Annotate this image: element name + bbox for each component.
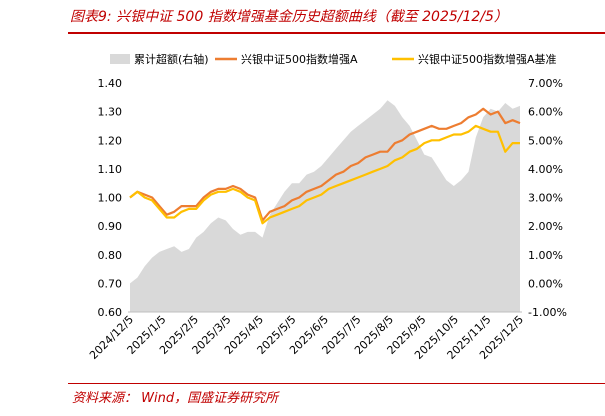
y-right-tick-label: 0.00%	[528, 277, 563, 290]
legend-label: 累计超额(右轴)	[134, 52, 209, 66]
y-left-tick-label: 0.80	[98, 249, 123, 262]
x-tick-label: 2024/12/5	[87, 313, 136, 362]
figure-title: 图表9: 兴银中证 500 指数增强基金历史超额曲线（截至 2025/12/5）	[70, 9, 508, 25]
y-left-tick-label: 1.40	[98, 77, 123, 90]
legend: 累计超额(右轴) 兴银中证500指数增强A 兴银中证500指数增强A基准	[110, 52, 557, 66]
y-left-tick-label: 0.90	[98, 220, 123, 233]
y-right-tick-label: 5.00%	[528, 134, 563, 147]
line-fund-a-benchmark	[129, 124, 520, 225]
y-left-tick-label: 1.20	[98, 134, 123, 147]
chart: 累计超额(右轴) 兴银中证500指数增强A 兴银中证500指数增强A基准 0.60 0…	[87, 52, 567, 362]
y-right-tick-label: 3.00%	[528, 192, 563, 205]
y-left-tick-label: 0.70	[98, 277, 123, 290]
y-left-tick-label: 1.10	[98, 163, 123, 176]
line-fund-a	[129, 107, 521, 222]
y-right-tick-label: 7.00%	[528, 77, 563, 90]
legend-label: 兴银中证500指数增强A基准	[418, 52, 557, 66]
legend-label: 兴银中证500指数增强A	[241, 52, 358, 66]
y-right-tick-label: 4.00%	[528, 163, 563, 176]
area-cumulative-excess	[130, 100, 520, 312]
title-rule	[68, 32, 605, 34]
y-right-tick-label: 6.00%	[528, 106, 563, 119]
y-right-tick-label: 2.00%	[528, 220, 563, 233]
source-rule	[68, 383, 605, 384]
y-left-tick-label: 1.30	[98, 106, 123, 119]
y-left-tick-label: 0.60	[98, 306, 123, 319]
figure-source: 资料来源： Wind，国盛证券研究所	[72, 391, 279, 406]
area-layer	[130, 100, 520, 312]
legend-swatch-area	[110, 54, 130, 64]
y-right-tick-label: 1.00%	[528, 249, 563, 262]
line-layer	[129, 107, 521, 225]
y-right-tick-label: -1.00%	[528, 306, 567, 319]
y-left-tick-label: 1.00	[98, 192, 123, 205]
